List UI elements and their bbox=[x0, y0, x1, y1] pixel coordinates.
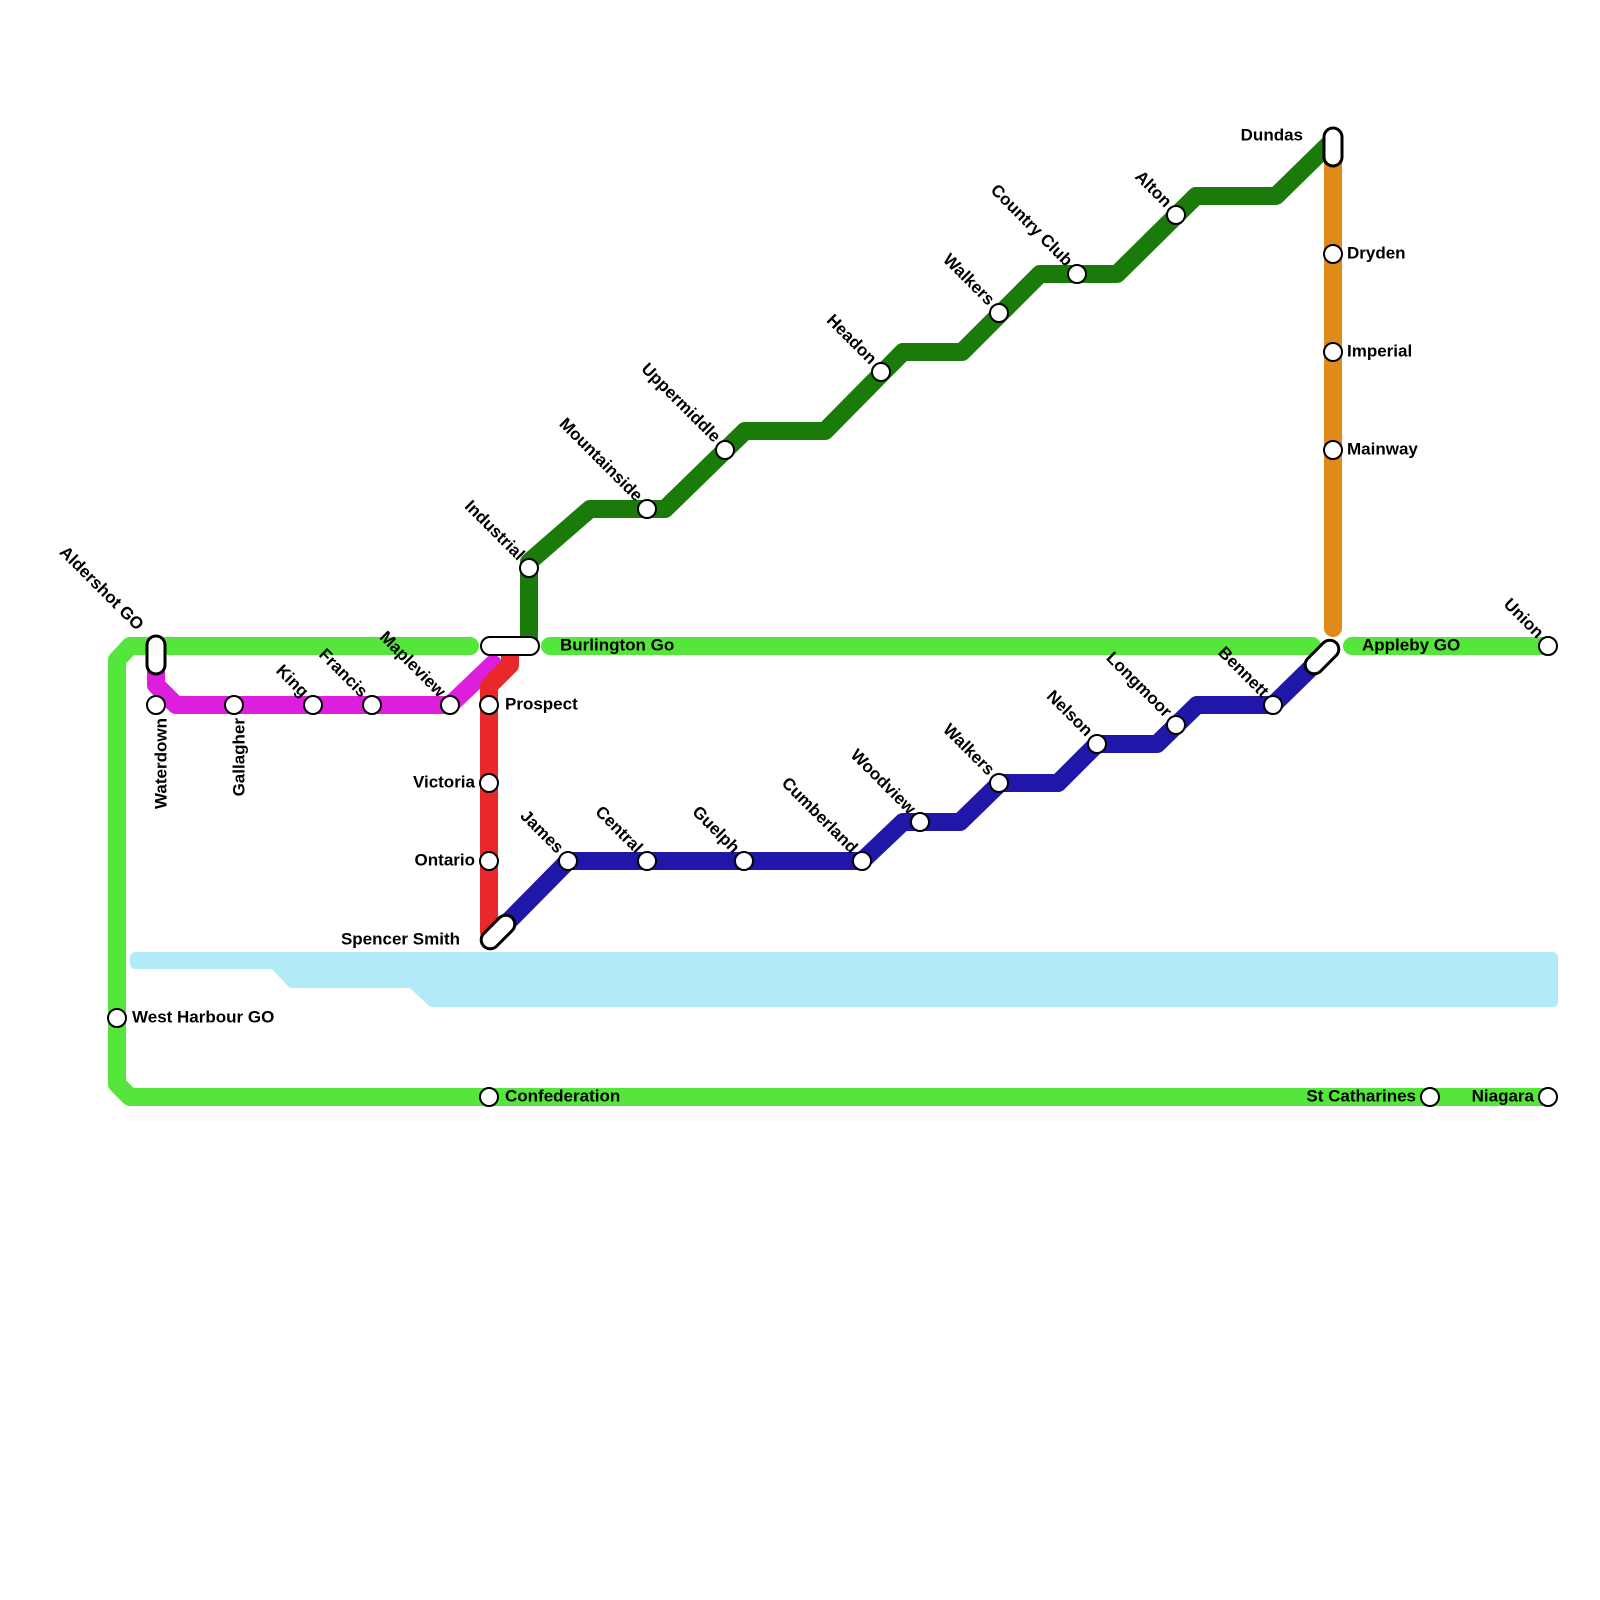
interchange-marker bbox=[1303, 638, 1341, 676]
line-red bbox=[480, 646, 519, 941]
station-marker bbox=[852, 851, 872, 871]
station-label: Waterdown bbox=[151, 718, 170, 809]
interchange-marker bbox=[1322, 126, 1344, 168]
station-label: Guelph bbox=[689, 802, 744, 857]
station-label: Headon bbox=[823, 310, 881, 368]
station-marker bbox=[1166, 715, 1186, 735]
station-marker bbox=[558, 851, 578, 871]
station-label: Imperial bbox=[1347, 341, 1412, 360]
station-label: Longmoor bbox=[1103, 648, 1176, 721]
station-label: Spencer Smith bbox=[341, 929, 460, 948]
station-marker bbox=[1323, 244, 1343, 264]
station-marker bbox=[1538, 636, 1558, 656]
station-marker bbox=[1087, 734, 1107, 754]
station-label: Woodview bbox=[847, 745, 920, 818]
station-marker bbox=[519, 558, 539, 578]
station-marker bbox=[871, 362, 891, 382]
station-label: Mountainside bbox=[556, 414, 647, 505]
interchange-marker bbox=[480, 636, 540, 656]
station-marker bbox=[910, 812, 930, 832]
station-marker bbox=[479, 1087, 499, 1107]
station-label: St Catharines bbox=[1306, 1086, 1416, 1105]
station-marker bbox=[107, 1008, 127, 1028]
station-label: Industrial bbox=[461, 496, 529, 564]
station-label: Alton bbox=[1131, 167, 1175, 211]
station-marker bbox=[362, 695, 382, 715]
station-label: Appleby GO bbox=[1362, 635, 1460, 654]
station-label: Ontario bbox=[415, 850, 475, 869]
station-marker bbox=[440, 695, 460, 715]
station-label: Dryden bbox=[1347, 243, 1406, 262]
station-marker bbox=[146, 695, 166, 715]
station-marker bbox=[989, 773, 1009, 793]
station-label: Dundas bbox=[1241, 125, 1303, 144]
station-marker bbox=[479, 851, 499, 871]
station-label: Walkers bbox=[939, 720, 998, 779]
station-marker bbox=[989, 303, 1009, 323]
station-label: Burlington Go bbox=[560, 635, 674, 654]
water bbox=[130, 952, 1558, 1007]
station-label: Walkers bbox=[939, 250, 998, 309]
station-marker bbox=[1538, 1087, 1558, 1107]
station-label: Confederation bbox=[505, 1086, 620, 1105]
station-label: King bbox=[272, 661, 312, 701]
station-marker bbox=[479, 695, 499, 715]
station-label: Uppermiddle bbox=[638, 359, 725, 446]
station-label: Prospect bbox=[505, 694, 578, 713]
station-marker bbox=[479, 773, 499, 793]
station-label: Cumberland bbox=[778, 773, 862, 857]
station-marker bbox=[1263, 695, 1283, 715]
station-label: Niagara bbox=[1472, 1086, 1535, 1105]
interchange-marker bbox=[479, 913, 517, 951]
line-green bbox=[520, 136, 1337, 649]
line-lakeshore bbox=[108, 637, 1557, 1106]
station-marker bbox=[224, 695, 244, 715]
station-label: James bbox=[517, 806, 568, 857]
station-label: Aldershot GO bbox=[56, 542, 148, 634]
station-marker bbox=[1323, 342, 1343, 362]
station-marker bbox=[1067, 264, 1087, 284]
station-label: Victoria bbox=[413, 772, 476, 791]
station-marker bbox=[1420, 1087, 1440, 1107]
station-marker bbox=[637, 499, 657, 519]
station-marker bbox=[734, 851, 754, 871]
station-marker bbox=[1166, 205, 1186, 225]
station-marker bbox=[715, 440, 735, 460]
station-label: Central bbox=[592, 802, 647, 857]
line-magenta bbox=[147, 651, 502, 714]
station-marker bbox=[303, 695, 323, 715]
station-label: Mainway bbox=[1347, 439, 1418, 458]
interchange-marker bbox=[145, 634, 167, 676]
station-label: Nelson bbox=[1043, 686, 1097, 740]
station-label: Gallagher bbox=[229, 718, 248, 797]
station-marker bbox=[1323, 440, 1343, 460]
station-label: Union bbox=[1500, 595, 1547, 642]
station-marker bbox=[637, 851, 657, 871]
station-label: Country Club bbox=[987, 180, 1077, 270]
line-blue bbox=[489, 648, 1331, 941]
station-label: West Harbour GO bbox=[132, 1007, 274, 1026]
